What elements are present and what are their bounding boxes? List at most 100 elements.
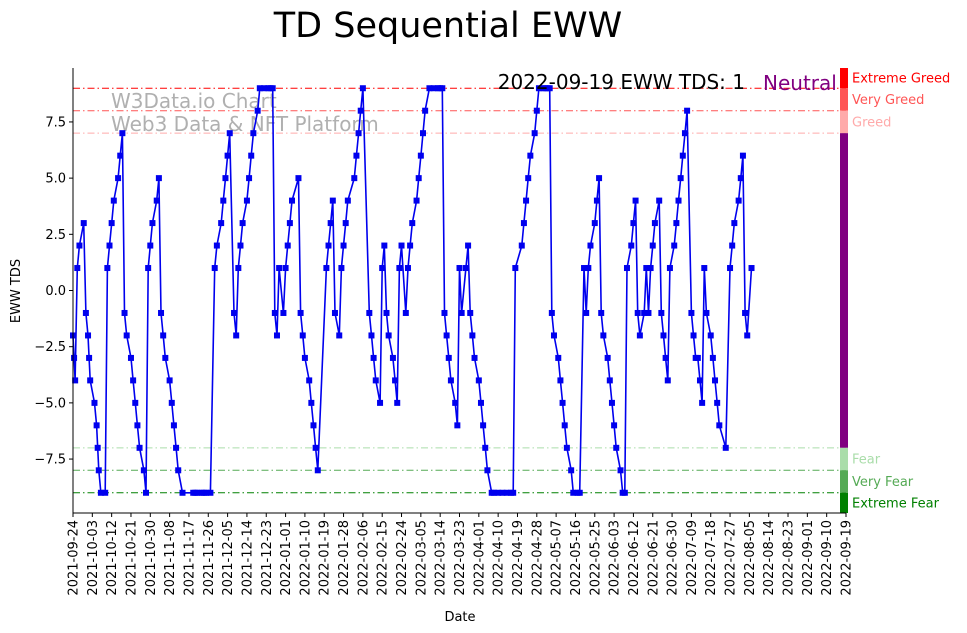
data-point (110, 197, 117, 204)
data-point (731, 220, 738, 227)
data-point (671, 242, 678, 249)
data-point (231, 309, 238, 316)
data-point (699, 399, 706, 406)
x-tick-label: 2022-03-23 (453, 520, 468, 596)
data-point (207, 489, 214, 496)
data-point (121, 309, 128, 316)
data-point (194, 489, 201, 496)
data-point (233, 332, 240, 339)
data-point (269, 85, 276, 92)
data-point (149, 220, 156, 227)
data-point (649, 242, 656, 249)
data-point (106, 242, 113, 249)
data-point (632, 197, 639, 204)
data-point (284, 242, 291, 249)
data-point (91, 399, 98, 406)
x-tick-label: 2022-01-19 (318, 520, 333, 596)
data-point (415, 175, 422, 182)
data-point (82, 309, 89, 316)
data-point (366, 309, 373, 316)
data-point (327, 220, 334, 227)
data-point (613, 444, 620, 451)
data-point (737, 175, 744, 182)
data-point (587, 242, 594, 249)
data-point (102, 489, 109, 496)
data-point (608, 399, 615, 406)
data-point (454, 422, 461, 429)
x-tick-label: 2021-10-21 (124, 520, 139, 596)
data-point (123, 332, 130, 339)
data-point (286, 220, 293, 227)
data-point (681, 130, 688, 137)
data-point (108, 220, 115, 227)
data-point (308, 399, 315, 406)
data-point (295, 175, 302, 182)
data-point (392, 377, 399, 384)
data-point (127, 354, 134, 361)
data-point (243, 197, 250, 204)
data-point (372, 377, 379, 384)
x-tick-label: 2022-05-25 (588, 520, 603, 596)
data-point (357, 107, 364, 114)
data-point (696, 377, 703, 384)
data-point (465, 242, 472, 249)
data-point (617, 467, 624, 474)
data-point (377, 399, 384, 406)
data-point (97, 489, 104, 496)
x-tick-label: 2021-12-05 (221, 520, 236, 596)
data-point (598, 309, 605, 316)
data-point (310, 422, 317, 429)
data-point (744, 332, 751, 339)
data-point (684, 107, 691, 114)
data-point (323, 265, 330, 272)
data-point (533, 107, 540, 114)
data-point (709, 354, 716, 361)
zone-label-extreme-greed: Extreme Greed (852, 72, 950, 87)
x-tick-label: 2022-08-23 (782, 520, 797, 596)
x-tick-label: 2022-01-28 (337, 520, 352, 596)
data-point (647, 265, 654, 272)
data-point (490, 489, 497, 496)
data-point (394, 399, 401, 406)
data-point (722, 444, 729, 451)
data-point (222, 175, 229, 182)
data-point (712, 377, 719, 384)
data-point (467, 309, 474, 316)
x-tick-label: 2022-02-06 (356, 520, 371, 596)
y-tick-label: −5.0 (34, 396, 66, 411)
data-point (213, 242, 220, 249)
x-tick-label: 2022-06-03 (608, 520, 623, 596)
x-tick-label: 2022-07-09 (685, 520, 700, 596)
x-tick-label: 2022-09-01 (801, 520, 816, 596)
zone-label-very-fear: Very Fear (852, 475, 914, 490)
data-point (235, 265, 242, 272)
data-point (570, 489, 577, 496)
data-point (93, 422, 100, 429)
x-tick-label: 2022-01-10 (298, 520, 313, 596)
data-point (340, 242, 347, 249)
zone-label-extreme-fear: Extreme Fear (852, 496, 940, 511)
x-tick-label: 2022-06-30 (666, 520, 681, 596)
data-point (301, 354, 308, 361)
data-point (694, 354, 701, 361)
data-point (314, 467, 321, 474)
data-point (115, 175, 122, 182)
data-point (510, 489, 517, 496)
data-point (606, 377, 613, 384)
data-point (568, 467, 575, 474)
data-point (86, 354, 93, 361)
data-point (331, 309, 338, 316)
data-point (355, 130, 362, 137)
data-point (703, 309, 710, 316)
y-tick-label: −7.5 (34, 453, 66, 468)
data-point (641, 309, 648, 316)
data-point (130, 377, 137, 384)
zone-very-fear (840, 470, 848, 493)
x-tick-label: 2022-04-10 (492, 520, 507, 596)
x-tick-label: 2022-04-19 (511, 520, 526, 596)
data-point (739, 152, 746, 159)
data-point (104, 265, 111, 272)
zone-labels: Extreme Greed Very Greed Greed Fear Very Fea… (852, 72, 950, 512)
watermark-line-2: Web3 Data & NFT Platform (111, 112, 379, 136)
